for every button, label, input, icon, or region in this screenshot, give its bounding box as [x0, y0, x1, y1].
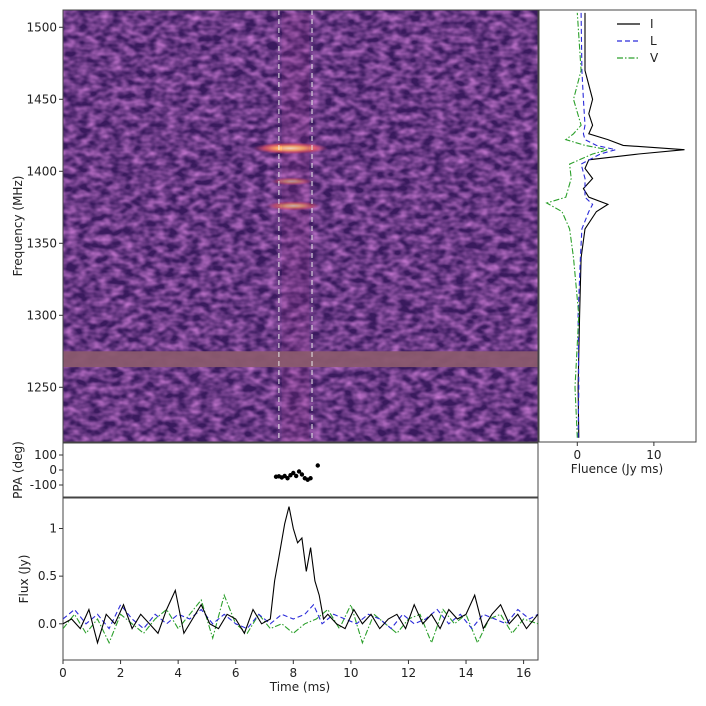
legend-label-I: I	[650, 17, 654, 31]
flux-profile-panel: 0.0 0.5 1 0 2 4 6 8 10 12 14 16 Flux (Jy) Time (ms…	[17, 497, 539, 694]
time-tick-label: 2	[117, 666, 125, 680]
dynamic-spectrum-panel: 1250 1300 1350 1400 1450 1500 Frequency (MHz)	[11, 9, 539, 443]
time-tick-label: 14	[458, 666, 473, 680]
flux-tick-label: 1	[49, 521, 57, 535]
time-tick-label: 8	[289, 666, 297, 680]
dynamic-spectrum-noise	[63, 10, 538, 442]
profile-series-L	[63, 603, 538, 630]
flux-profile-frame	[62, 497, 539, 661]
frequency-axis-label: Frequency (MHz)	[11, 176, 25, 277]
flux-axis-label: Flux (Jy)	[17, 555, 31, 604]
ppa-point	[299, 472, 305, 477]
frequency-tick-label: 1300	[26, 308, 57, 322]
time-axis-label: Time (ms)	[269, 680, 331, 694]
legend-label-V: V	[650, 51, 659, 65]
spectrum-panel: 0 10 Fluence (Jy ms) ILV	[538, 9, 697, 476]
profile-series-V	[63, 593, 538, 645]
ppa-tick-label: 0	[49, 463, 57, 477]
time-tick-label: 10	[343, 666, 358, 680]
fluence-tick-label: 0	[573, 448, 581, 462]
frequency-tick-label: 1500	[26, 20, 57, 34]
ppa-point	[315, 463, 320, 468]
flux-tick-label: 0.5	[38, 569, 57, 583]
masked-frequency-band	[63, 351, 538, 368]
ppa-point	[291, 470, 296, 476]
spectrum-series-I	[577, 12, 685, 438]
time-tick-label: 6	[232, 666, 240, 680]
ppa-point	[285, 476, 290, 481]
ppa-axis-label: PPA (deg)	[11, 441, 25, 499]
burst-emission-column	[281, 12, 310, 442]
spectrum-series-V	[545, 12, 609, 438]
fluence-tick-label: 10	[646, 448, 661, 462]
legend: ILV	[617, 17, 659, 65]
bright-feature-1	[265, 201, 321, 211]
bright-feature-0	[252, 142, 329, 155]
bright-feature-2	[270, 177, 313, 186]
frequency-tick-label: 1400	[26, 164, 57, 178]
ppa-tick-label: -100	[30, 478, 57, 492]
time-tick-label: 0	[59, 666, 67, 680]
frequency-tick-label: 1450	[26, 92, 57, 106]
time-tick-label: 16	[516, 666, 531, 680]
dynamic-spectrum-frame	[62, 9, 539, 443]
spectrum-frame	[538, 9, 697, 443]
frequency-tick-label: 1250	[26, 380, 57, 394]
profile-series-I	[63, 506, 538, 645]
ppa-tick-label: 100	[34, 448, 57, 462]
time-tick-label: 4	[174, 666, 182, 680]
time-tick-label: 12	[401, 666, 416, 680]
ppa-point	[308, 476, 313, 481]
frequency-tick-label: 1350	[26, 236, 57, 250]
spectrum-series-L	[577, 12, 616, 438]
flux-tick-label: 0.0	[38, 617, 57, 631]
ppa-point	[293, 473, 299, 479]
fluence-axis-label: Fluence (Jy ms)	[571, 462, 663, 476]
ppa-point	[296, 469, 302, 474]
legend-label-L: L	[650, 34, 657, 48]
